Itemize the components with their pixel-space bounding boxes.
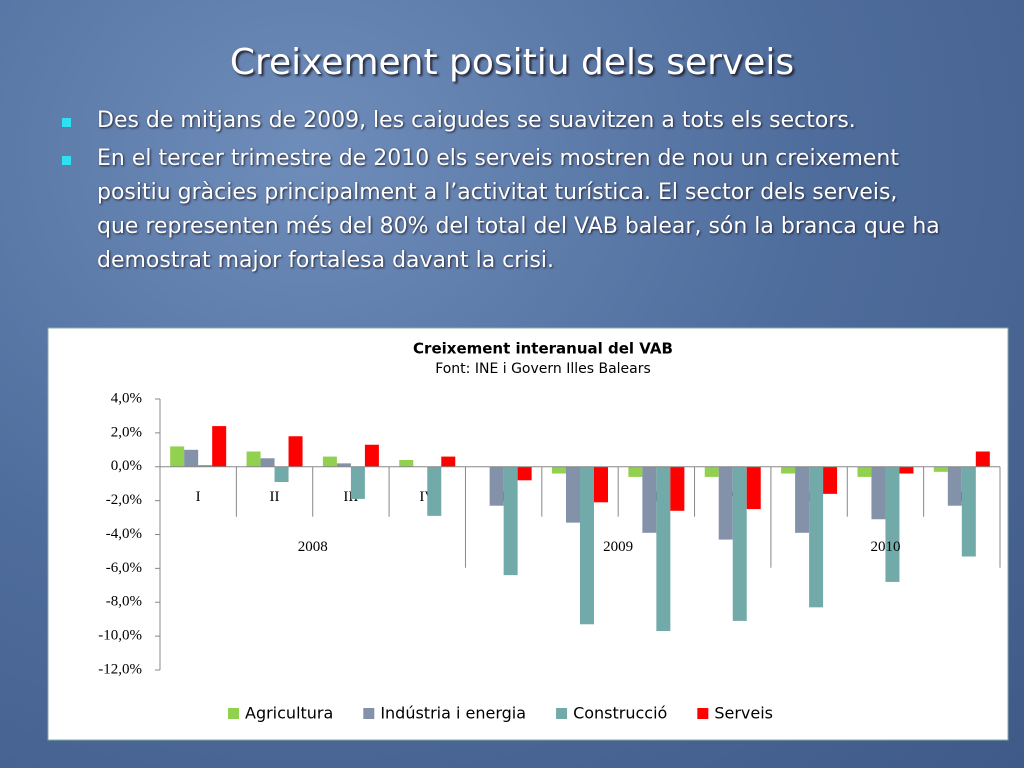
bar [260, 458, 275, 467]
chart-subtitle: Font: INE i Govern Illes Balears [435, 361, 651, 377]
bar [704, 466, 719, 477]
legend-swatch [556, 708, 568, 719]
bar [975, 451, 990, 467]
bar [212, 426, 227, 467]
chart-area [47, 327, 1009, 741]
bar [552, 466, 566, 474]
legend-label: Construcció [573, 704, 667, 723]
bar [885, 466, 900, 582]
y-tick-label: -6,0% [106, 560, 142, 576]
bar [670, 466, 685, 511]
y-tick-label: 2,0% [111, 424, 142, 440]
y-tick-label: -12,0% [98, 661, 142, 677]
legend-label: Agricultura [245, 704, 333, 723]
bar [274, 466, 289, 482]
bar [656, 466, 671, 632]
bar [566, 466, 580, 523]
legend-swatch [228, 708, 239, 719]
bar [580, 466, 594, 625]
bullet-text: En el tercer trimestre de 2010 els serve… [97, 146, 940, 273]
bar [399, 459, 414, 467]
y-tick-label: -10,0% [98, 628, 142, 644]
bar [823, 466, 838, 494]
bar [871, 466, 886, 520]
bar [503, 466, 518, 576]
bar [364, 444, 379, 467]
bar [441, 456, 456, 467]
x-group-label: 2009 [603, 539, 633, 555]
bar [489, 466, 504, 506]
y-tick-label: 4,0% [111, 390, 142, 406]
bar [961, 466, 976, 557]
bullet: Des de mitjans de 2009, les caigudes se … [60, 104, 940, 138]
legend-label: Serveis [714, 704, 773, 723]
bar [732, 466, 747, 621]
bar [427, 466, 442, 516]
x-group-label: 2010 [870, 539, 900, 555]
bar [170, 446, 185, 467]
bar [628, 466, 643, 477]
bar [781, 466, 796, 474]
bar [184, 449, 199, 467]
y-tick-label: 0,0% [111, 458, 142, 474]
bar [322, 456, 337, 467]
bar [933, 466, 948, 472]
x-tick-label: II [270, 489, 280, 505]
bar [795, 466, 810, 533]
bullet: En el tercer trimestre de 2010 els serve… [60, 142, 940, 278]
bullet-list: Des de mitjans de 2009, les caigudes se … [60, 104, 940, 282]
bar [642, 466, 657, 533]
legend-swatch [697, 708, 709, 719]
y-tick-label: -4,0% [106, 526, 142, 542]
bar [288, 436, 303, 467]
bar [809, 466, 824, 608]
bar [857, 466, 872, 477]
y-tick-label: -2,0% [106, 492, 142, 508]
bar [718, 466, 733, 540]
bar [947, 466, 962, 506]
chart-title: Creixement interanual del VAB [413, 340, 673, 358]
bar [198, 465, 213, 467]
bar [350, 466, 365, 499]
legend-swatch [363, 708, 375, 719]
x-tick-label: I [196, 489, 201, 505]
legend-label: Indústria i energia [380, 704, 526, 723]
x-group-label: 2008 [298, 539, 328, 555]
bar [246, 451, 261, 467]
bar [899, 466, 914, 474]
slide-title: Creixement positiu dels serveis [229, 42, 795, 83]
y-tick-label: -8,0% [106, 594, 142, 610]
bar [517, 466, 532, 481]
bar [746, 466, 761, 510]
bar [336, 463, 351, 467]
bar [594, 466, 608, 503]
bullet-text: Des de mitjans de 2009, les caigudes se … [97, 108, 856, 133]
